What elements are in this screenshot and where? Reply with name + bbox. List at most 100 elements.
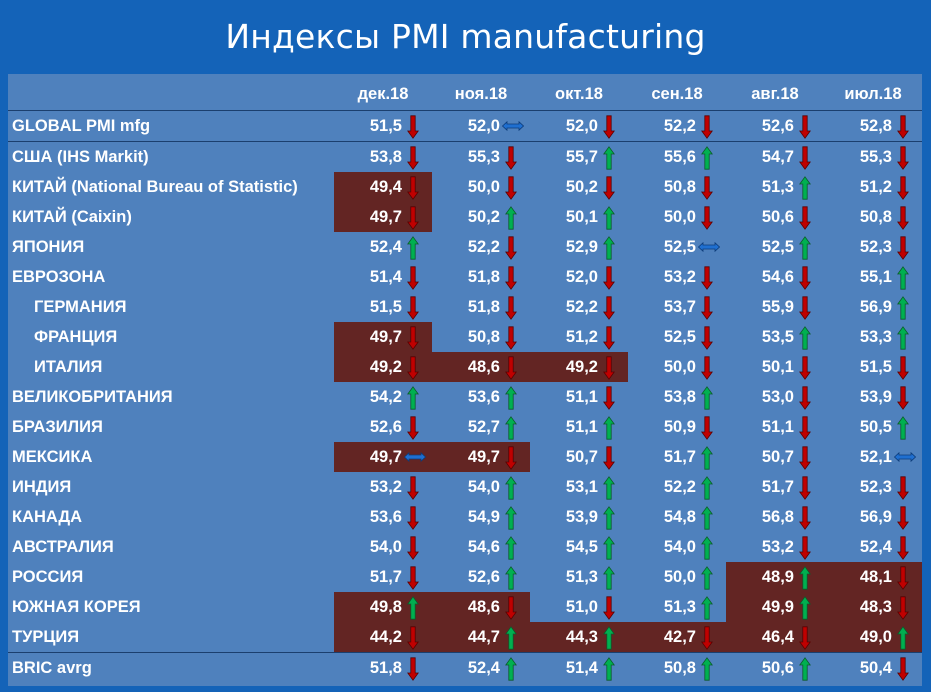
value-text: 53,6 xyxy=(369,508,402,526)
value-text: 49,2 xyxy=(565,358,598,376)
up-arrow-icon xyxy=(701,536,713,560)
page-title: Индексы PMI manufacturing xyxy=(225,16,706,56)
value-cell: 48,1 xyxy=(824,562,922,592)
down-arrow-icon xyxy=(799,386,811,410)
value-cell: 55,3 xyxy=(824,142,922,173)
value-text: 52,5 xyxy=(663,328,696,346)
value-cell: 50,8 xyxy=(628,172,726,202)
value-text: 50,8 xyxy=(663,178,696,196)
up-arrow-icon xyxy=(799,657,811,681)
value-cell: 52,2 xyxy=(432,232,530,262)
down-arrow-icon xyxy=(701,626,713,650)
row-label: BRIC avrg xyxy=(8,652,334,683)
down-arrow-icon xyxy=(603,386,615,410)
down-arrow-icon xyxy=(407,536,419,560)
value-cell: 50,8 xyxy=(628,652,726,683)
down-arrow-icon xyxy=(505,296,517,320)
value-cell: 51,5 xyxy=(824,352,922,382)
value-text: 54,7 xyxy=(761,148,794,166)
value-cell: 51,7 xyxy=(628,442,726,472)
value-text: 51,1 xyxy=(565,388,598,406)
value-cell: 53,8 xyxy=(334,142,432,173)
value-cell: 54,2 xyxy=(334,382,432,412)
value-cell: 55,9 xyxy=(726,292,824,322)
value-text: 50,1 xyxy=(565,208,598,226)
down-arrow-icon xyxy=(799,206,811,230)
value-cell: 54,0 xyxy=(334,532,432,562)
down-arrow-icon xyxy=(407,266,419,290)
value-cell: 54,7 xyxy=(726,142,824,173)
value-cell: 51,2 xyxy=(824,172,922,202)
value-text: 55,9 xyxy=(761,298,794,316)
down-arrow-icon xyxy=(701,206,713,230)
up-arrow-icon xyxy=(603,566,615,590)
down-arrow-icon xyxy=(407,566,419,590)
value-text: 55,3 xyxy=(859,148,892,166)
value-text: 52,2 xyxy=(663,478,696,496)
value-text: 51,8 xyxy=(467,268,500,286)
down-arrow-icon xyxy=(799,146,811,170)
value-text: 55,1 xyxy=(859,268,892,286)
value-text: 54,5 xyxy=(565,538,598,556)
value-cell: 54,0 xyxy=(628,532,726,562)
down-arrow-icon xyxy=(701,115,713,139)
value-text: 52,3 xyxy=(859,478,892,496)
up-arrow-icon xyxy=(799,176,811,200)
value-text: 51,2 xyxy=(565,328,598,346)
value-cell: 56,9 xyxy=(824,502,922,532)
header-country xyxy=(8,78,334,111)
value-text: 51,5 xyxy=(369,117,402,135)
down-arrow-icon xyxy=(603,296,615,320)
down-arrow-icon xyxy=(897,536,909,560)
value-text: 55,7 xyxy=(565,148,598,166)
value-text: 53,9 xyxy=(565,508,598,526)
value-text: 51,7 xyxy=(663,448,696,466)
table-row: GLOBAL PMI mfg 51,5 52,0 52,0 52,2 52,6 52,8 xyxy=(8,110,922,142)
column-header: окт.18 xyxy=(555,84,603,103)
row-label: ТУРЦИЯ xyxy=(12,627,80,646)
flat-arrow-icon xyxy=(404,452,426,462)
up-arrow-icon xyxy=(603,506,615,530)
row-label: АВСТРАЛИЯ xyxy=(12,537,114,556)
value-cell: 55,7 xyxy=(530,142,628,173)
down-arrow-icon xyxy=(799,416,811,440)
value-cell: 49,7 xyxy=(334,202,432,232)
down-arrow-icon xyxy=(897,115,909,139)
value-text: 48,6 xyxy=(467,598,500,616)
value-cell: 50,1 xyxy=(530,202,628,232)
value-cell: 49,2 xyxy=(530,352,628,382)
value-cell: 52,4 xyxy=(334,232,432,262)
value-text: 51,3 xyxy=(565,568,598,586)
value-text: 53,2 xyxy=(663,268,696,286)
up-arrow-icon xyxy=(505,206,517,230)
value-cell: 44,7 xyxy=(432,622,530,653)
down-arrow-icon xyxy=(407,356,419,380)
value-cell: 51,8 xyxy=(334,652,432,683)
value-cell: 51,4 xyxy=(334,262,432,292)
value-text: 53,2 xyxy=(761,538,794,556)
down-arrow-icon xyxy=(407,326,419,350)
value-cell: 49,7 xyxy=(334,322,432,352)
value-cell: 48,6 xyxy=(432,592,530,622)
value-text: 54,6 xyxy=(467,538,500,556)
value-cell: 51,2 xyxy=(530,322,628,352)
value-text: 50,2 xyxy=(467,208,500,226)
down-arrow-icon xyxy=(897,596,909,620)
table-row: КАНАДА 53,6 54,9 53,9 54,8 56,8 56,9 xyxy=(8,502,922,532)
value-cell: 52,3 xyxy=(824,472,922,502)
value-cell: 51,8 xyxy=(432,292,530,322)
value-cell: 52,4 xyxy=(824,532,922,562)
down-arrow-icon xyxy=(701,296,713,320)
value-cell: 49,7 xyxy=(432,442,530,472)
value-cell: 50,0 xyxy=(432,172,530,202)
up-arrow-icon xyxy=(701,657,713,681)
value-text: 50,4 xyxy=(859,659,892,677)
value-text: 53,6 xyxy=(467,388,500,406)
value-text: 51,4 xyxy=(369,268,402,286)
down-arrow-icon xyxy=(603,596,615,620)
row-label: США (IHS Markit) xyxy=(12,147,149,166)
value-cell: 51,0 xyxy=(530,592,628,622)
value-text: 53,0 xyxy=(761,388,794,406)
value-text: 49,7 xyxy=(369,448,402,466)
value-cell: 53,6 xyxy=(334,502,432,532)
